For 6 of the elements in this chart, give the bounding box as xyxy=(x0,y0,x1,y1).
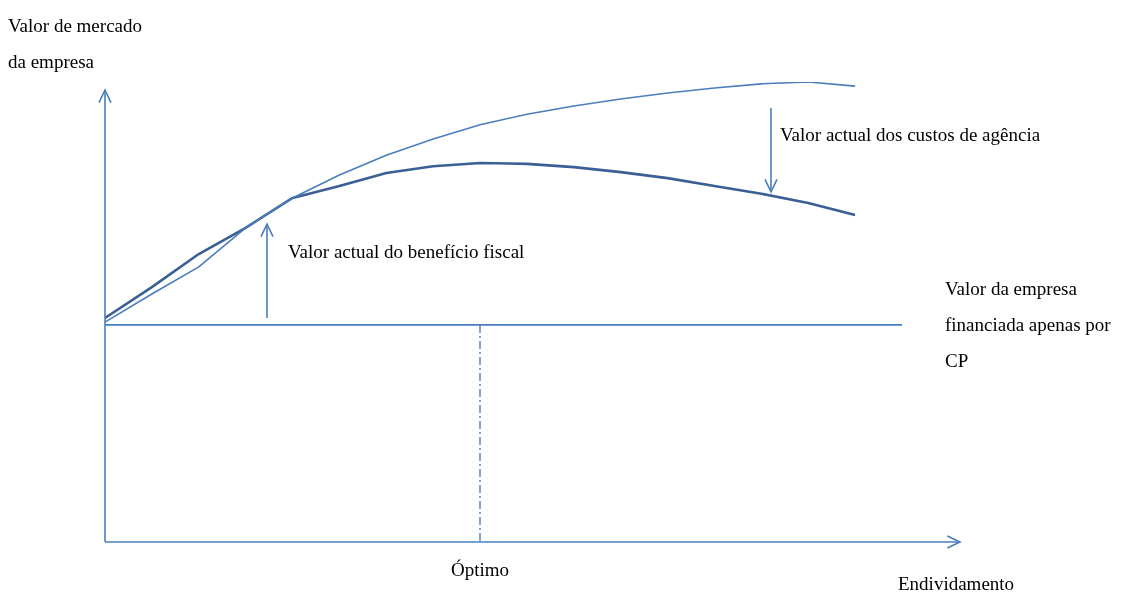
annotation: Valor actual do benefício fiscal xyxy=(288,240,526,264)
y-axis-title: Valor de mercado da empresa xyxy=(8,14,142,74)
annotation: Valor actual dos custos de agência xyxy=(780,123,1042,147)
text: Valor da empresa financiada apenas por CP xyxy=(945,276,1112,373)
text: Óptimo xyxy=(451,558,510,582)
x-axis-title: Endividamento xyxy=(898,572,1015,595)
